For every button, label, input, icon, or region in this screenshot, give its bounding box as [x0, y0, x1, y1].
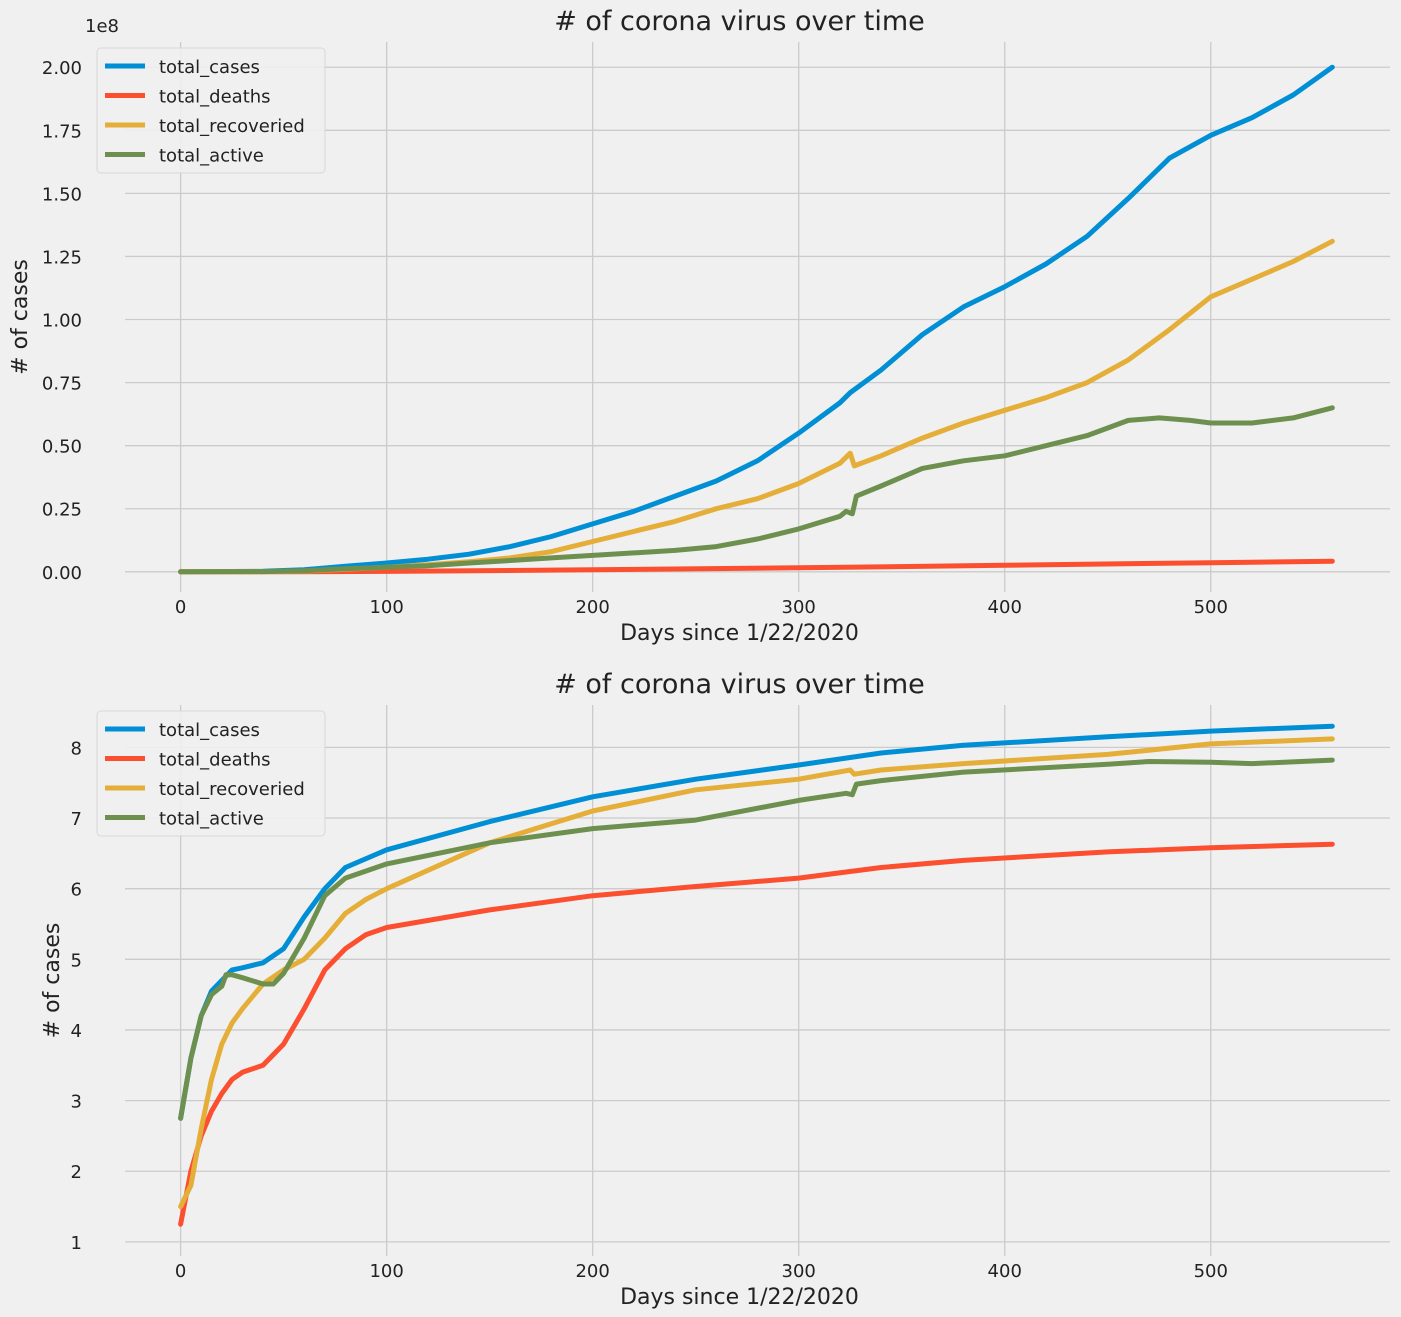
legend-label: total_active	[159, 146, 264, 167]
legend-label: total_cases	[159, 57, 260, 78]
y-offset-label: 1e8	[85, 16, 119, 37]
x-tick-label: 0	[175, 597, 186, 618]
y-axis-label: # of cases	[40, 923, 65, 1039]
y-tick-label: 1.50	[42, 184, 82, 205]
x-tick-label: 100	[369, 597, 403, 618]
series-line-total-recoveried	[178, 736, 1335, 1210]
x-tick-label: 400	[988, 1261, 1022, 1282]
legend: total_cases total_deaths total_recoveriedt…	[96, 47, 326, 174]
x-axis-label: Days since 1/22/2020	[620, 1285, 859, 1310]
y-tick-label: 1	[71, 1233, 82, 1254]
x-tick-label: 500	[1194, 597, 1228, 618]
x-tick-label: 0	[175, 1261, 186, 1282]
y-tick-label: 0.75	[42, 374, 82, 395]
x-tick-label: 300	[782, 1261, 816, 1282]
legend-frame	[96, 47, 326, 174]
chart-bottom: 0 100 200 300 400 500 1 2 3 4 5 6 7 8 # of corona viru…	[40, 669, 1390, 1310]
series-line-total-deaths	[178, 841, 1335, 1227]
legend-label: total_recoveried	[159, 116, 305, 137]
y-tick-label: 2.00	[42, 58, 82, 79]
y-axis-label: # of cases	[8, 259, 33, 375]
legend-label: total_recoveried	[159, 779, 305, 800]
chart-title: # of corona virus over time	[554, 669, 925, 700]
x-tick-label: 200	[575, 597, 609, 618]
y-tick-label: 0.00	[42, 563, 82, 584]
legend-label: total_deaths	[159, 750, 271, 771]
legend-label: total_cases	[159, 720, 260, 741]
x-tick-label: 200	[575, 1261, 609, 1282]
y-tick-label: 1.00	[42, 311, 82, 332]
y-tick-label: 7	[71, 809, 82, 830]
chart-top: 0 100 200 300 400 500 0.00 0.25 0.50 0.75 1.00 1.25…	[8, 6, 1390, 646]
y-tick-label: 0.50	[42, 437, 82, 458]
chart-title: # of corona virus over time	[554, 6, 925, 37]
series-line-total-cases	[178, 64, 1335, 575]
y-tick-label: 5	[71, 950, 82, 971]
y-tick-label: 8	[71, 738, 82, 759]
x-axis-label: Days since 1/22/2020	[620, 621, 859, 646]
y-tick-label: 1.75	[42, 121, 82, 142]
x-tick-label: 300	[782, 597, 816, 618]
x-tick-label: 100	[369, 1261, 403, 1282]
y-tick-label: 3	[71, 1092, 82, 1113]
legend: total_cases total_deaths total_recoveriedt…	[96, 710, 326, 837]
legend-label: total_deaths	[159, 87, 271, 108]
y-tick-label: 2	[71, 1162, 82, 1183]
x-tick-label: 400	[988, 597, 1022, 618]
series-line-total-active	[178, 757, 1335, 1121]
x-tick-label: 500	[1194, 1261, 1228, 1282]
legend-label: total_active	[159, 809, 264, 830]
y-tick-label: 1.25	[42, 247, 82, 268]
y-tick-label: 0.25	[42, 500, 82, 521]
y-tick-label: 4	[71, 1021, 82, 1042]
y-tick-label: 6	[71, 880, 82, 901]
series-line-total-cases	[178, 723, 1335, 1121]
legend-frame	[96, 710, 326, 837]
series-line-total-active	[178, 405, 1335, 575]
